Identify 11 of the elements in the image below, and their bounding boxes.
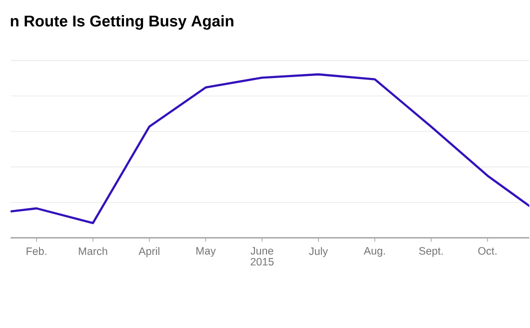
x-tick-label: Sept.: [419, 247, 443, 257]
x-tick-label: March: [78, 247, 108, 256]
chart-title: n Route Is Getting Busy Again: [10, 15, 234, 30]
x-tick-label: Feb.: [26, 247, 46, 256]
x-tick-label: Oct.: [478, 247, 496, 255]
x-tick-label: April: [138, 247, 160, 258]
x-tick-label: May: [196, 247, 216, 257]
x-tick-label: July: [309, 247, 328, 258]
x-tick-label: Aug.: [364, 247, 385, 257]
x-tick-label: June: [250, 247, 274, 255]
x-axis-title: 2015: [250, 258, 274, 266]
